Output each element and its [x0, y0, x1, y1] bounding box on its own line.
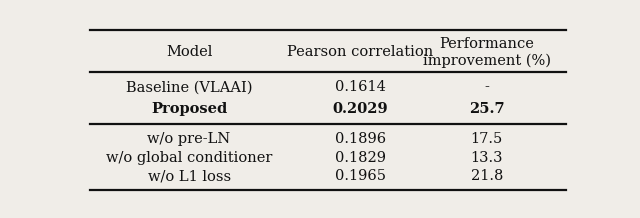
Text: 0.1614: 0.1614	[335, 80, 386, 94]
Text: 17.5: 17.5	[470, 133, 503, 146]
Text: 21.8: 21.8	[470, 169, 503, 183]
Text: -: -	[484, 80, 489, 94]
Text: w/o L1 loss: w/o L1 loss	[148, 169, 230, 183]
Text: Performance
improvement (%): Performance improvement (%)	[422, 37, 550, 68]
Text: w/o pre-LN: w/o pre-LN	[147, 133, 231, 146]
Text: Pearson correlation: Pearson correlation	[287, 45, 433, 59]
Text: 0.2029: 0.2029	[332, 102, 388, 116]
Text: w/o global conditioner: w/o global conditioner	[106, 151, 272, 165]
Text: 0.1829: 0.1829	[335, 151, 386, 165]
Text: 13.3: 13.3	[470, 151, 503, 165]
Text: 0.1896: 0.1896	[335, 133, 386, 146]
Text: Baseline (VLAAI): Baseline (VLAAI)	[126, 80, 252, 94]
Text: Proposed: Proposed	[151, 102, 227, 116]
Text: 25.7: 25.7	[469, 102, 504, 116]
Text: 0.1965: 0.1965	[335, 169, 386, 183]
Text: Model: Model	[166, 45, 212, 59]
